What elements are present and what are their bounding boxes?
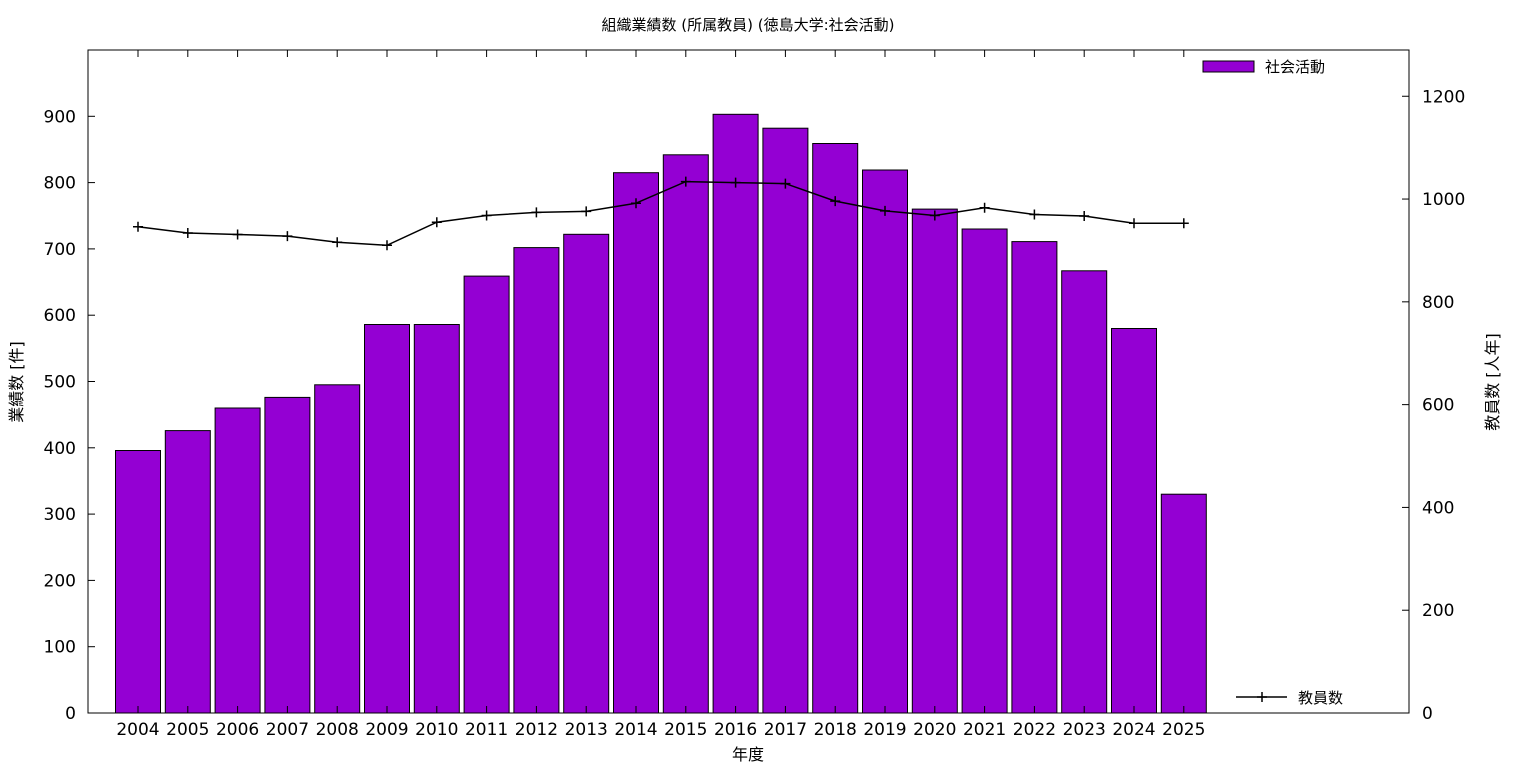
faculty-point-2011 [481,210,492,221]
bar-2014 [613,172,659,714]
y2-tick-label-200: 200 [1422,601,1454,621]
x-tick-label-2018: 2018 [814,720,857,740]
y-tick-label-600: 600 [44,306,76,326]
bar-2025 [1160,493,1207,714]
x-tick-label-2009: 2009 [365,720,408,740]
x-tick-label-2022: 2022 [1013,720,1056,740]
y-tick-label-700: 700 [44,240,76,260]
y2-tick-label-600: 600 [1422,396,1454,416]
legend-bar-entry: 社会活動 [1202,58,1325,76]
bar-2015 [662,154,709,714]
faculty-point-2008 [332,237,343,248]
bar-2021 [961,228,1008,714]
legend-line-label: 教員数 [1298,689,1343,707]
y2-tick-label-0: 0 [1422,704,1433,724]
x-tick-label-2014: 2014 [614,720,657,740]
faculty-point-2006 [232,229,243,240]
x-tick-label-2015: 2015 [664,720,707,740]
x-tick-label-2019: 2019 [863,720,906,740]
bar-2013 [563,233,610,714]
bar-2005 [164,430,211,714]
y-tick-label-0: 0 [65,704,76,724]
faculty-point-2025 [1178,218,1189,229]
x-tick-label-2021: 2021 [963,720,1006,740]
bar-2020 [911,208,958,714]
faculty-point-2009 [382,240,392,251]
faculty-point-2016 [730,177,741,188]
bar-2017 [762,127,809,714]
bars-layer [115,113,1207,714]
faculty-point-2022 [1029,209,1040,220]
y-tick-label-800: 800 [44,174,76,194]
bar-2012 [513,247,560,714]
faculty-point-2017 [780,178,791,189]
bar-2016 [712,113,759,714]
bar-2004 [115,450,161,714]
faculty-point-2023 [1079,211,1090,221]
x-tick-label-2023: 2023 [1063,720,1106,740]
y2-tick-label-1000: 1000 [1422,190,1465,210]
legend-line-entry: 教員数 [1236,689,1343,707]
faculty-point-2004 [133,221,143,232]
bar-2024 [1111,328,1157,714]
bar-2023 [1061,270,1108,714]
chart-title: 組織業績数 (所属教員) (徳島大学:社会活動) [602,16,895,34]
faculty-count-line [137,180,1184,247]
y2-axis-title: 教員数 [人年] [1483,333,1502,431]
faculty-point-2020 [929,210,940,221]
bar-2011 [463,275,510,714]
faculty-point-2007 [282,231,293,242]
x-tick-label-2004: 2004 [116,720,159,740]
x-tick-label-2020: 2020 [913,720,956,740]
y2-tick-label-800: 800 [1422,293,1454,313]
x-tick-label-2011: 2011 [465,720,508,740]
x-tick-label-2007: 2007 [266,720,309,740]
x-tick-label-2010: 2010 [415,720,458,740]
x-tick-label-2012: 2012 [515,720,558,740]
axes-layer: 0 100 200 300 400 500 600 700 800 900 0 200 400 600 80… [44,50,1465,740]
legend-line-marker [1257,692,1267,702]
x-axis-title: 年度 [732,745,764,764]
bar-2010 [413,324,460,714]
faculty-point-2018 [830,196,841,207]
faculty-point-2024 [1129,218,1139,229]
y-tick-label-400: 400 [44,439,76,459]
x-tick-label-2005: 2005 [166,720,209,740]
x-tick-label-2006: 2006 [216,720,259,740]
x-tick-label-2024: 2024 [1112,720,1155,740]
x-tick-label-2013: 2013 [565,720,608,740]
y2-tick-label-400: 400 [1422,498,1454,518]
y-tick-label-200: 200 [44,571,76,591]
y2-tick-label-1200: 1200 [1422,87,1465,107]
faculty-point-2021 [979,202,990,213]
legend-bar-label: 社会活動 [1265,58,1325,76]
bar-2008 [314,384,361,714]
bar-2007 [264,396,311,714]
bar-2006 [214,407,261,714]
y-tick-label-500: 500 [44,373,76,393]
faculty-point-2010 [431,217,442,228]
bar-2019 [862,169,908,714]
faculty-point-2019 [880,205,890,216]
legend-bar-swatch [1202,60,1255,73]
x-tick-label-2008: 2008 [316,720,359,740]
faculty-point-2005 [182,228,193,238]
bar-2022 [1011,241,1058,714]
x-tick-label-2017: 2017 [764,720,807,740]
x-tick-label-2025: 2025 [1162,720,1205,740]
y-tick-label-100: 100 [44,638,76,658]
faculty-point-2015 [680,176,691,187]
faculty-point-2014 [631,198,641,209]
faculty-point-2013 [581,206,592,217]
bar-2009 [364,324,410,714]
line-layer [133,176,1189,251]
faculty-point-2012 [531,207,542,218]
y-axis-title: 業績数 [件] [7,341,26,423]
y-tick-label-300: 300 [44,505,76,525]
bar-2018 [812,143,859,714]
x-tick-label-2016: 2016 [714,720,757,740]
y-tick-label-900: 900 [44,107,76,127]
